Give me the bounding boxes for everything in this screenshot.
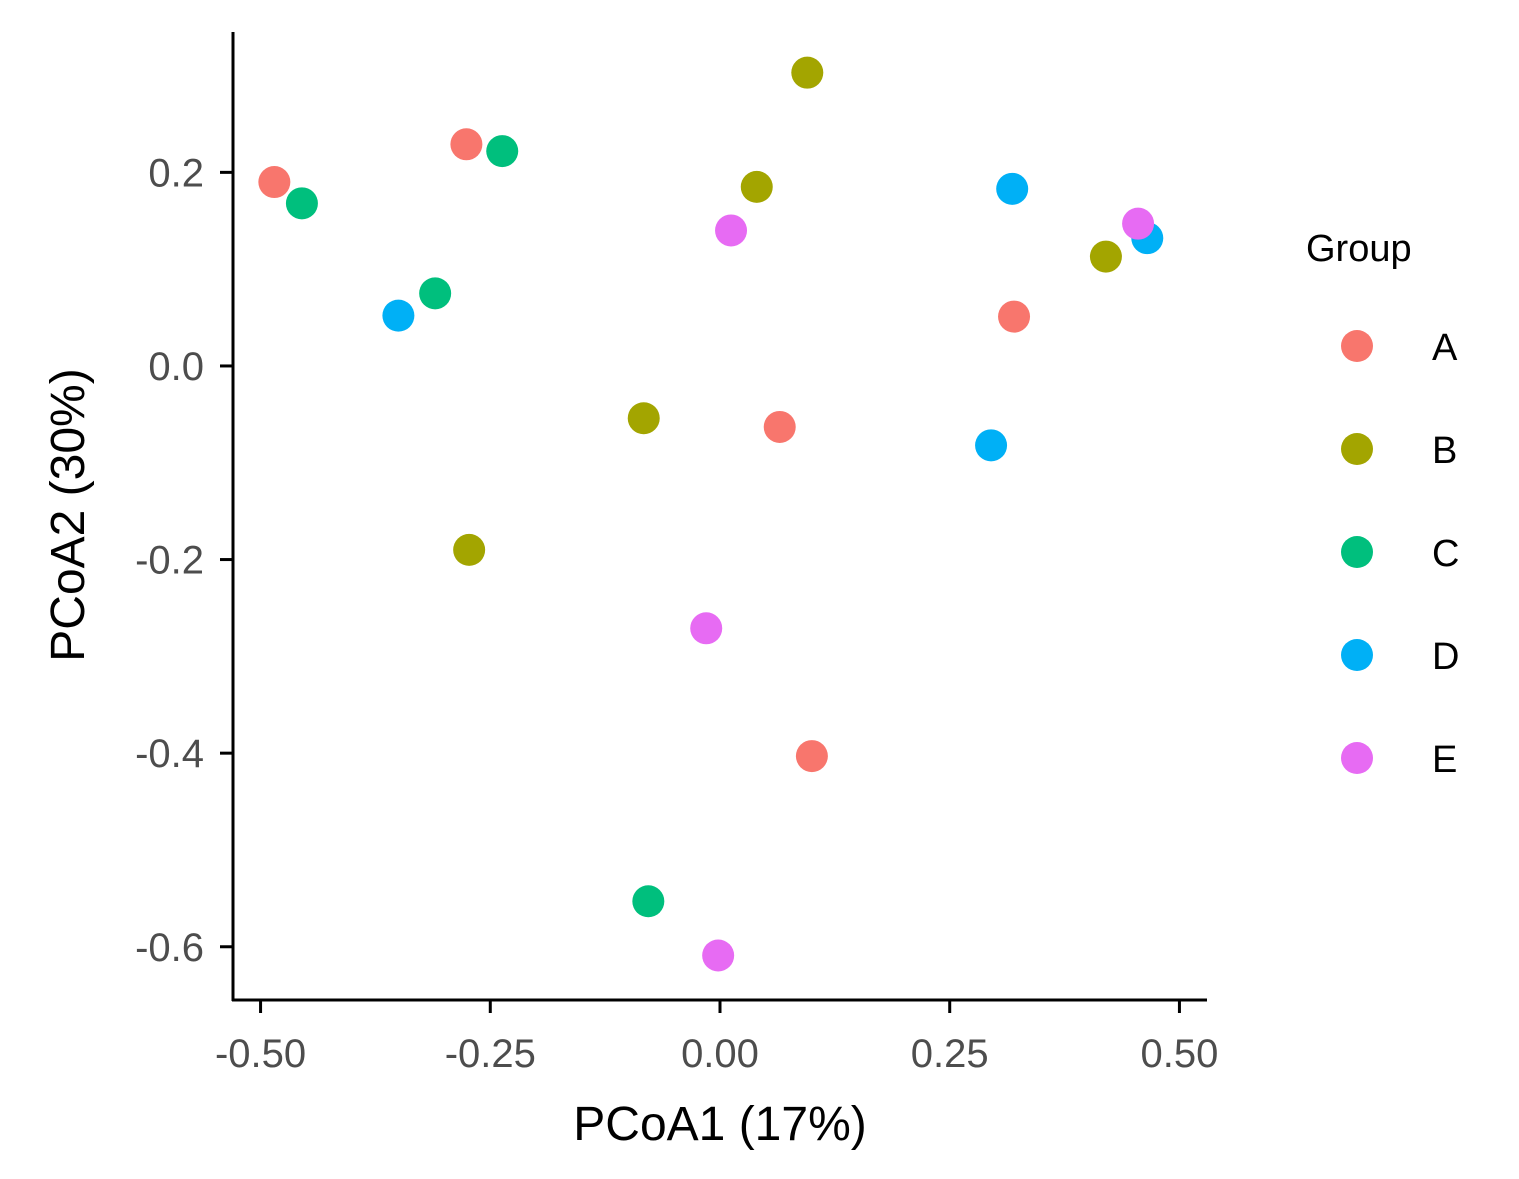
legend-label-a: A	[1432, 327, 1458, 369]
legend-key-b	[1341, 433, 1373, 465]
point-group-e	[715, 214, 748, 247]
legend-title: Group	[1306, 228, 1412, 270]
x-tick-label: 0.00	[681, 1032, 759, 1076]
legend: Group A B C D E	[1306, 228, 1459, 781]
y-tick-label: 0.2	[148, 151, 204, 195]
axes-layer	[231, 32, 1207, 1002]
y-tick-label: -0.6	[135, 926, 204, 970]
y-tick-label: -0.2	[135, 539, 204, 583]
y-tick-label: 0.0	[148, 345, 204, 389]
point-group-b	[1089, 240, 1122, 273]
point-group-b	[453, 533, 486, 566]
points-layer	[258, 56, 1164, 972]
point-group-e	[1122, 207, 1155, 240]
point-group-c	[285, 187, 318, 220]
legend-key-a	[1341, 330, 1373, 362]
x-tick-label: -0.50	[215, 1032, 306, 1076]
point-group-c	[632, 885, 665, 918]
point-group-c	[486, 135, 519, 168]
legend-key-d	[1341, 639, 1373, 671]
point-group-a	[258, 166, 291, 199]
x-axis-title: PCoA1 (17%)	[573, 1098, 866, 1151]
legend-label-d: D	[1432, 636, 1459, 678]
point-group-a	[998, 300, 1031, 333]
point-group-d	[382, 299, 415, 332]
x-tick-label: -0.25	[445, 1032, 536, 1076]
point-group-e	[690, 612, 723, 645]
ticks-layer: -0.50 -0.25 0.00 0.25 0.50 0.2 0.0 -0.2 -0.4 -0.6	[135, 151, 1218, 1076]
point-group-d	[975, 429, 1008, 462]
y-axis-title: PCoA2 (30%)	[42, 368, 95, 661]
point-group-a	[763, 410, 796, 443]
y-tick-label: -0.4	[135, 732, 204, 776]
point-group-d	[996, 172, 1029, 205]
legend-label-e: E	[1432, 739, 1457, 781]
legend-key-c	[1341, 536, 1373, 568]
legend-label-c: C	[1432, 533, 1459, 575]
point-group-b	[740, 170, 773, 203]
x-tick-label: 0.25	[911, 1032, 989, 1076]
legend-label-b: B	[1432, 430, 1457, 472]
x-tick-label: 0.50	[1141, 1032, 1219, 1076]
point-group-b	[791, 56, 824, 89]
point-group-a	[450, 128, 483, 161]
point-group-e	[702, 939, 735, 972]
point-group-b	[627, 402, 660, 435]
point-group-c	[419, 277, 452, 310]
legend-key-e	[1341, 742, 1373, 774]
point-group-a	[795, 740, 828, 773]
